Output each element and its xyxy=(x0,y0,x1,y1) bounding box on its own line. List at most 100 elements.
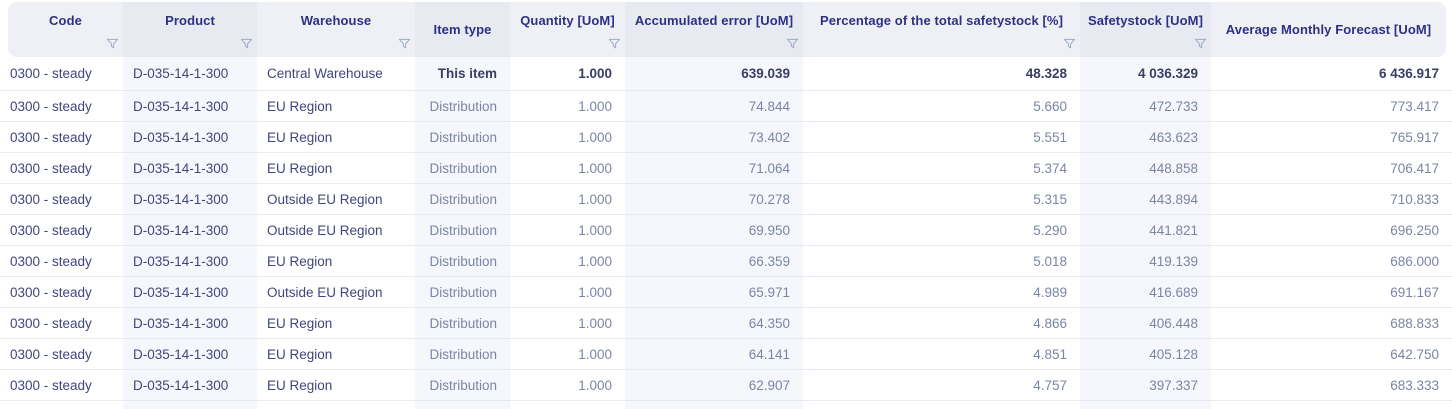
cell-percentage[interactable]: 48.328 xyxy=(1025,66,1067,81)
cell-code[interactable]: 0300 - steady xyxy=(10,98,92,114)
cell-warehouse[interactable]: EU Region xyxy=(267,129,333,145)
cell-product[interactable]: D-035-14-1-300 xyxy=(123,246,257,276)
cell-quantity[interactable]: 1.000 xyxy=(578,129,612,145)
cell-item_type[interactable]: Distribution xyxy=(415,215,510,245)
cell-accumulated_error[interactable]: 639.039 xyxy=(625,57,803,90)
cell-accumulated_error[interactable]: 64.350 xyxy=(625,308,803,338)
table-row[interactable]: 0300 - steady D-035-14-1-300 EU Region Dist… xyxy=(0,246,1452,277)
cell-item_type[interactable]: Distribution xyxy=(415,246,510,276)
cell-item_type[interactable]: This item xyxy=(415,57,510,90)
cell-product[interactable]: D-035-14-1-300 xyxy=(123,57,257,90)
cell-percentage[interactable]: 4.851 xyxy=(1033,346,1067,362)
cell-avg_forecast[interactable]: 706.417 xyxy=(1390,160,1439,176)
cell-avg_forecast[interactable]: 773.417 xyxy=(1390,98,1439,114)
cell-warehouse[interactable]: Outside EU Region xyxy=(267,284,383,300)
cell-product[interactable]: D-035-14-1-300 xyxy=(123,308,257,338)
column-header-code[interactable]: Code xyxy=(8,2,123,57)
cell-product[interactable]: D-035-14-1-300 xyxy=(123,277,257,307)
cell-avg_forecast[interactable]: 688.833 xyxy=(1390,315,1439,331)
cell-code[interactable]: 0300 - steady xyxy=(10,160,92,176)
cell-safetystock[interactable]: 463.623 xyxy=(1080,122,1211,152)
funnel-icon[interactable] xyxy=(1063,38,1076,50)
cell-product[interactable]: D-035-14-1-300 xyxy=(123,215,257,245)
cell-quantity[interactable]: 1.000 xyxy=(578,222,612,238)
table-row[interactable]: 0300 - steady D-035-14-1-300 Outside EU Re… xyxy=(0,215,1452,246)
column-header-avg_forecast[interactable]: Average Monthly Forecast [UoM] xyxy=(1211,2,1446,57)
cell-code[interactable]: 0300 - steady xyxy=(10,191,92,207)
cell-accumulated_error[interactable]: 73.402 xyxy=(625,122,803,152)
cell-avg_forecast[interactable]: 765.917 xyxy=(1390,129,1439,145)
cell-item_type[interactable]: Distribution xyxy=(415,370,510,400)
cell-accumulated_error[interactable]: 74.844 xyxy=(625,91,803,121)
table-row[interactable]: 0300 - steady D-035-14-1-300 EU Region Dist… xyxy=(0,339,1452,370)
cell-safetystock[interactable]: 405.128 xyxy=(1080,339,1211,369)
cell-accumulated_error[interactable]: 69.950 xyxy=(625,215,803,245)
column-header-percentage[interactable]: Percentage of the total safetystock [%] xyxy=(803,2,1080,57)
cell-accumulated_error[interactable]: 62.907 xyxy=(625,370,803,400)
cell-avg_forecast[interactable]: 683.333 xyxy=(1390,377,1439,393)
cell-warehouse[interactable]: EU Region xyxy=(267,377,333,393)
cell-quantity[interactable]: 1.000 xyxy=(578,160,612,176)
table-row[interactable]: 0300 - steady D-035-14-1-300 Outside EU Re… xyxy=(0,184,1452,215)
cell-accumulated_error[interactable]: 64.141 xyxy=(625,339,803,369)
funnel-icon[interactable] xyxy=(240,38,253,50)
cell-avg_forecast[interactable]: 691.167 xyxy=(1390,284,1439,300)
funnel-icon[interactable] xyxy=(106,38,119,50)
cell-safetystock[interactable]: 397.337 xyxy=(1080,370,1211,400)
cell-quantity[interactable]: 1.000 xyxy=(578,315,612,331)
table-row[interactable]: 0300 - steady D-035-14-1-300 EU Region Dist… xyxy=(0,308,1452,339)
column-header-warehouse[interactable]: Warehouse xyxy=(257,2,415,57)
cell-item_type[interactable]: Distribution xyxy=(415,153,510,183)
cell-percentage[interactable]: 5.551 xyxy=(1033,129,1067,145)
table-row[interactable]: 0300 - steady D-035-14-1-300 EU Region Dist… xyxy=(0,91,1452,122)
cell-product[interactable]: D-035-14-1-300 xyxy=(123,370,257,400)
cell-warehouse[interactable]: Outside EU Region xyxy=(267,191,383,207)
cell-safetystock[interactable]: 419.139 xyxy=(1080,246,1211,276)
cell-accumulated_error[interactable]: 71.064 xyxy=(625,153,803,183)
cell-quantity[interactable]: 1.000 xyxy=(578,253,612,269)
cell-warehouse[interactable]: Central Warehouse xyxy=(267,66,383,81)
cell-percentage[interactable]: 5.290 xyxy=(1033,222,1067,238)
cell-safetystock[interactable]: 416.689 xyxy=(1080,277,1211,307)
cell-item_type[interactable]: Distribution xyxy=(415,308,510,338)
cell-safetystock[interactable]: 443.894 xyxy=(1080,184,1211,214)
cell-product[interactable]: D-035-14-1-300 xyxy=(123,153,257,183)
cell-code[interactable]: 0300 - steady xyxy=(10,129,92,145)
cell-quantity[interactable]: 1.000 xyxy=(578,284,612,300)
cell-warehouse[interactable]: EU Region xyxy=(267,346,333,362)
cell-percentage[interactable]: 5.374 xyxy=(1033,160,1067,176)
cell-avg_forecast[interactable]: 6 436.917 xyxy=(1378,66,1439,81)
cell-quantity[interactable]: 1.000 xyxy=(578,66,612,81)
cell-quantity[interactable]: 1.000 xyxy=(578,98,612,114)
cell-percentage[interactable]: 5.018 xyxy=(1033,253,1067,269)
cell-product[interactable]: D-035-14-1-300 xyxy=(123,184,257,214)
cell-accumulated_error[interactable]: 65.971 xyxy=(625,277,803,307)
cell-product[interactable]: D-035-14-1-300 xyxy=(123,122,257,152)
column-header-quantity[interactable]: Quantity [UoM] xyxy=(510,2,625,57)
cell-item_type[interactable]: Distribution xyxy=(415,339,510,369)
cell-product[interactable]: D-035-14-1-300 xyxy=(123,339,257,369)
cell-percentage[interactable]: 5.660 xyxy=(1033,98,1067,114)
cell-item_type[interactable]: Distribution xyxy=(415,277,510,307)
funnel-icon[interactable] xyxy=(786,38,799,50)
cell-warehouse[interactable]: EU Region xyxy=(267,160,333,176)
cell-accumulated_error[interactable]: 70.278 xyxy=(625,184,803,214)
cell-code[interactable]: 0300 - steady xyxy=(10,66,92,81)
cell-code[interactable]: 0300 - steady xyxy=(10,253,92,269)
cell-code[interactable]: 0300 - steady xyxy=(10,346,92,362)
cell-warehouse[interactable]: EU Region xyxy=(267,253,333,269)
table-row[interactable]: 0300 - steady D-035-14-1-300 EU Region Dist… xyxy=(0,153,1452,184)
cell-code[interactable]: 0300 - steady xyxy=(10,222,92,238)
cell-safetystock[interactable]: 406.448 xyxy=(1080,308,1211,338)
cell-percentage[interactable]: 5.315 xyxy=(1033,191,1067,207)
cell-safetystock[interactable]: 448.858 xyxy=(1080,153,1211,183)
cell-warehouse[interactable]: Outside EU Region xyxy=(267,222,383,238)
cell-item_type[interactable]: Distribution xyxy=(415,91,510,121)
cell-safetystock[interactable]: 441.821 xyxy=(1080,215,1211,245)
column-header-item_type[interactable]: Item type xyxy=(415,2,510,57)
cell-quantity[interactable]: 1.000 xyxy=(578,346,612,362)
table-row[interactable]: 0300 - steady D-035-14-1-300 Outside EU Re… xyxy=(0,277,1452,308)
column-header-safetystock[interactable]: Safetystock [UoM] xyxy=(1080,2,1211,57)
cell-item_type[interactable]: Distribution xyxy=(415,184,510,214)
cell-avg_forecast[interactable]: 642.750 xyxy=(1390,346,1439,362)
